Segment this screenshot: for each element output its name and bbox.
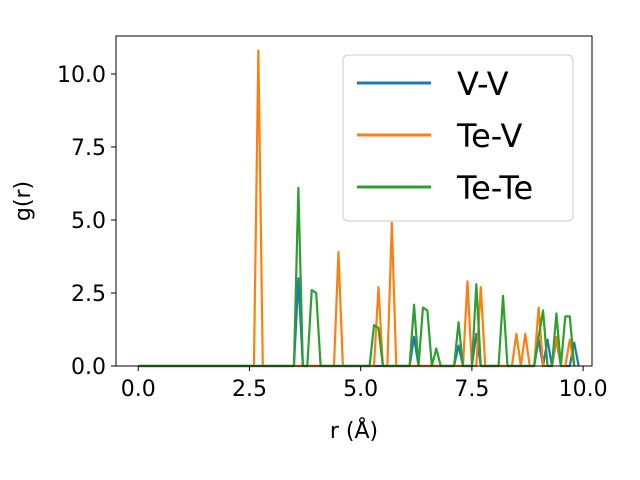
legend-label: Te-V: [456, 117, 522, 155]
y-tick-label: 5.0: [71, 209, 106, 234]
legend: V-V Te-V Te-Te: [342, 54, 574, 222]
y-tick-label: 2.5: [71, 282, 106, 307]
x-tick-label: 0.0: [121, 377, 156, 402]
y-tick-label: 10.0: [57, 63, 106, 88]
y-axis: 0.0 2.5 5.0 7.5 10.0: [57, 63, 116, 380]
x-tick-label: 2.5: [232, 377, 267, 402]
x-tick-label: 5.0: [343, 377, 378, 402]
x-axis: 0.0 2.5 5.0 7.5 10.0: [121, 366, 608, 402]
x-tick-label: 10.0: [559, 377, 608, 402]
legend-label: Te-Te: [456, 169, 533, 207]
legend-label: V-V: [457, 65, 509, 103]
axes-frame: [115, 35, 593, 367]
y-tick-label: 7.5: [71, 136, 106, 161]
y-axis-label: g(r): [11, 181, 36, 221]
y-tick-label: 0.0: [71, 355, 106, 380]
x-tick-label: 7.5: [454, 377, 489, 402]
x-axis-label: r (Å): [330, 417, 378, 444]
series-line-v-v: [138, 277, 580, 368]
legend-box: [342, 54, 574, 222]
